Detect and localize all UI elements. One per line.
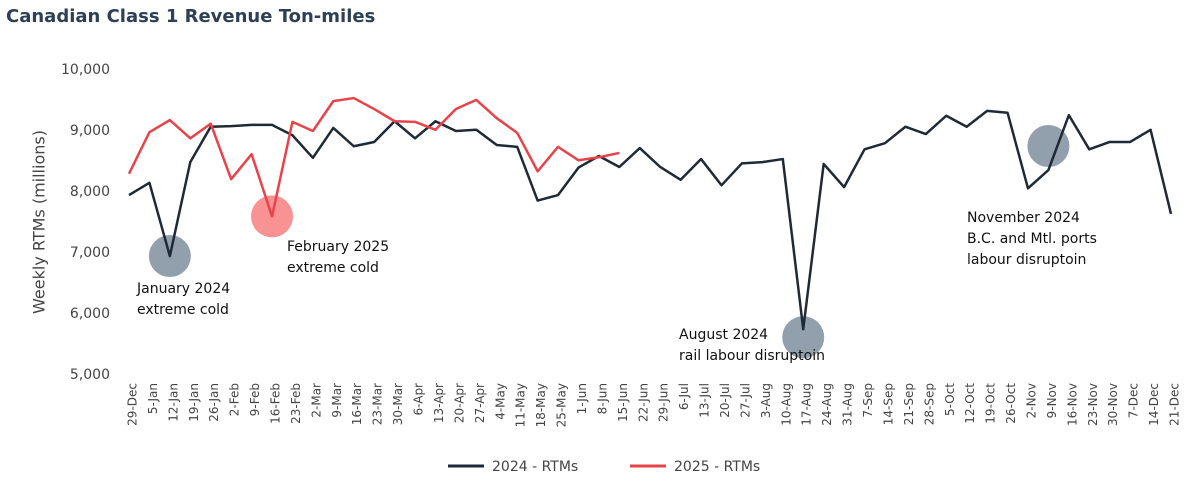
annotation-text: August 2024 bbox=[679, 327, 768, 343]
x-tick-label: 9-Feb bbox=[248, 383, 262, 416]
x-tick-label: 26-Jan bbox=[207, 383, 221, 422]
x-tick-label: 9-Mar bbox=[330, 383, 344, 418]
x-tick-label: 23-Nov bbox=[1086, 383, 1100, 426]
x-tick-label: 13-Jul bbox=[698, 383, 712, 418]
x-tick-label: 2-Nov bbox=[1024, 383, 1038, 418]
x-tick-label: 14-Dec bbox=[1147, 383, 1161, 426]
x-tick-label: 28-Sep bbox=[922, 383, 936, 425]
x-tick-label: 22-Jun bbox=[636, 383, 650, 422]
x-tick-label: 17-Aug bbox=[800, 383, 814, 426]
x-tick-label: 15-Jun bbox=[616, 383, 630, 422]
annotation-text: November 2024 bbox=[967, 210, 1080, 226]
x-tick-label: 27-Jul bbox=[738, 383, 752, 418]
x-tick-label: 30-Nov bbox=[1106, 383, 1120, 426]
x-tick-label: 10-Aug bbox=[779, 383, 793, 426]
series-line bbox=[128, 109, 1173, 331]
legend-label: 2025 - RTMs bbox=[674, 459, 760, 475]
x-tick-label: 30-Mar bbox=[391, 383, 405, 425]
y-tick-label: 7,000 bbox=[70, 245, 110, 261]
x-tick-label: 20-Apr bbox=[452, 383, 466, 423]
y-axis-label: Weekly RTMs (millions) bbox=[30, 130, 49, 314]
annotation-text: rail labour disruptoin bbox=[679, 348, 825, 364]
x-tick-label: 27-Apr bbox=[473, 383, 487, 423]
annotation-text: February 2025 bbox=[287, 239, 389, 255]
chart-title: Canadian Class 1 Revenue Ton-miles bbox=[6, 6, 375, 27]
x-tick-label: 5-Oct bbox=[943, 383, 957, 416]
x-tick-label: 16-Mar bbox=[350, 383, 364, 425]
x-tick-label: 6-Jul bbox=[677, 383, 691, 410]
x-tick-label: 29-Jun bbox=[657, 383, 671, 422]
x-tick-label: 18-May bbox=[534, 383, 548, 427]
x-tick-label: 16-Feb bbox=[269, 383, 283, 424]
x-tick-label: 4-May bbox=[493, 383, 507, 420]
x-tick-label: 20-Jul bbox=[718, 383, 732, 418]
annotation-text: January 2024 bbox=[136, 281, 230, 297]
x-tick-label: 23-Mar bbox=[371, 383, 385, 425]
y-tick-label: 8,000 bbox=[70, 184, 110, 200]
y-tick-label: 9,000 bbox=[70, 123, 110, 139]
x-tick-label: 9-Nov bbox=[1045, 383, 1059, 418]
x-tick-label: 6-Apr bbox=[412, 383, 426, 416]
annotation-text: labour disruptoin bbox=[967, 252, 1086, 268]
x-tick-label: 11-May bbox=[514, 383, 528, 427]
annotation-text: extreme cold bbox=[137, 302, 229, 318]
x-tick-label: 21-Dec bbox=[1168, 383, 1182, 426]
y-tick-label: 6,000 bbox=[70, 306, 110, 322]
x-tick-label: 19-Jan bbox=[187, 383, 201, 422]
x-tick-label: 19-Oct bbox=[984, 383, 998, 424]
x-tick-label: 8-Jun bbox=[595, 383, 609, 414]
x-tick-label: 2-Mar bbox=[309, 383, 323, 418]
x-tick-label: 23-Feb bbox=[289, 383, 303, 424]
x-tick-label: 24-Aug bbox=[820, 383, 834, 426]
x-tick-label: 5-Jan bbox=[146, 383, 160, 414]
x-tick-label: 31-Aug bbox=[841, 383, 855, 426]
x-tick-label: 3-Aug bbox=[759, 383, 773, 418]
y-tick-label: 10,000 bbox=[61, 62, 110, 78]
x-tick-label: 13-Apr bbox=[432, 383, 446, 423]
x-tick-label: 14-Sep bbox=[881, 383, 895, 425]
legend-label: 2024 - RTMs bbox=[492, 459, 578, 475]
annotation-text: extreme cold bbox=[287, 260, 379, 276]
x-tick-label: 12-Jan bbox=[166, 383, 180, 422]
series-line bbox=[127, 96, 620, 218]
x-tick-label: 12-Oct bbox=[963, 383, 977, 424]
x-tick-label: 2-Feb bbox=[228, 383, 242, 416]
x-tick-label: 1-Jun bbox=[575, 383, 589, 414]
annotation-circle bbox=[1027, 125, 1070, 168]
x-tick-label: 25-May bbox=[555, 383, 569, 427]
x-tick-label: 26-Oct bbox=[1004, 383, 1018, 424]
annotation-circle bbox=[782, 316, 825, 359]
x-tick-label: 16-Nov bbox=[1065, 383, 1079, 426]
x-tick-label: 7-Dec bbox=[1127, 383, 1141, 418]
x-tick-label: 21-Sep bbox=[902, 383, 916, 425]
annotation-text: B.C. and Mtl. ports bbox=[967, 231, 1097, 247]
y-tick-label: 5,000 bbox=[70, 367, 110, 383]
x-tick-label: 29-Dec bbox=[126, 383, 140, 426]
x-tick-label: 7-Sep bbox=[861, 383, 875, 418]
